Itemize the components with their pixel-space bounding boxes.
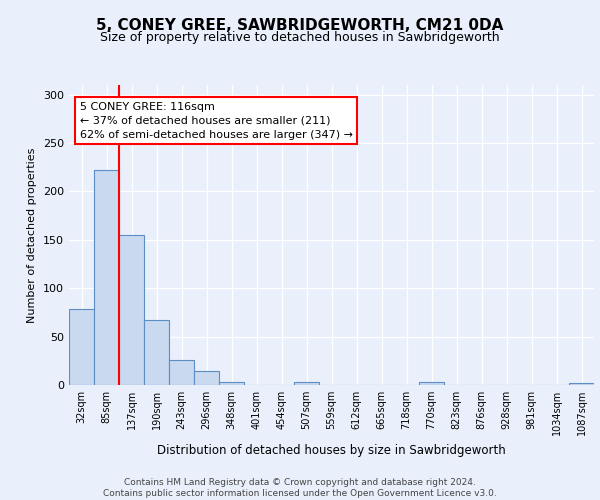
Bar	[119, 235, 144, 385]
Bar	[169, 360, 194, 385]
X-axis label: Distribution of detached houses by size in Sawbridgeworth: Distribution of detached houses by size …	[157, 444, 506, 456]
Text: Contains HM Land Registry data © Crown copyright and database right 2024.
Contai: Contains HM Land Registry data © Crown c…	[103, 478, 497, 498]
Y-axis label: Number of detached properties: Number of detached properties	[28, 148, 37, 322]
Bar	[294, 382, 319, 385]
Bar	[569, 383, 594, 385]
Bar	[419, 382, 444, 385]
Text: 5, CONEY GREE, SAWBRIDGEWORTH, CM21 0DA: 5, CONEY GREE, SAWBRIDGEWORTH, CM21 0DA	[97, 18, 503, 32]
Text: Size of property relative to detached houses in Sawbridgeworth: Size of property relative to detached ho…	[100, 31, 500, 44]
Text: 5 CONEY GREE: 116sqm
← 37% of detached houses are smaller (211)
62% of semi-deta: 5 CONEY GREE: 116sqm ← 37% of detached h…	[79, 102, 353, 140]
Bar	[94, 170, 119, 385]
Bar	[219, 382, 244, 385]
Bar	[194, 372, 219, 385]
Bar	[144, 320, 169, 385]
Bar	[69, 308, 94, 385]
